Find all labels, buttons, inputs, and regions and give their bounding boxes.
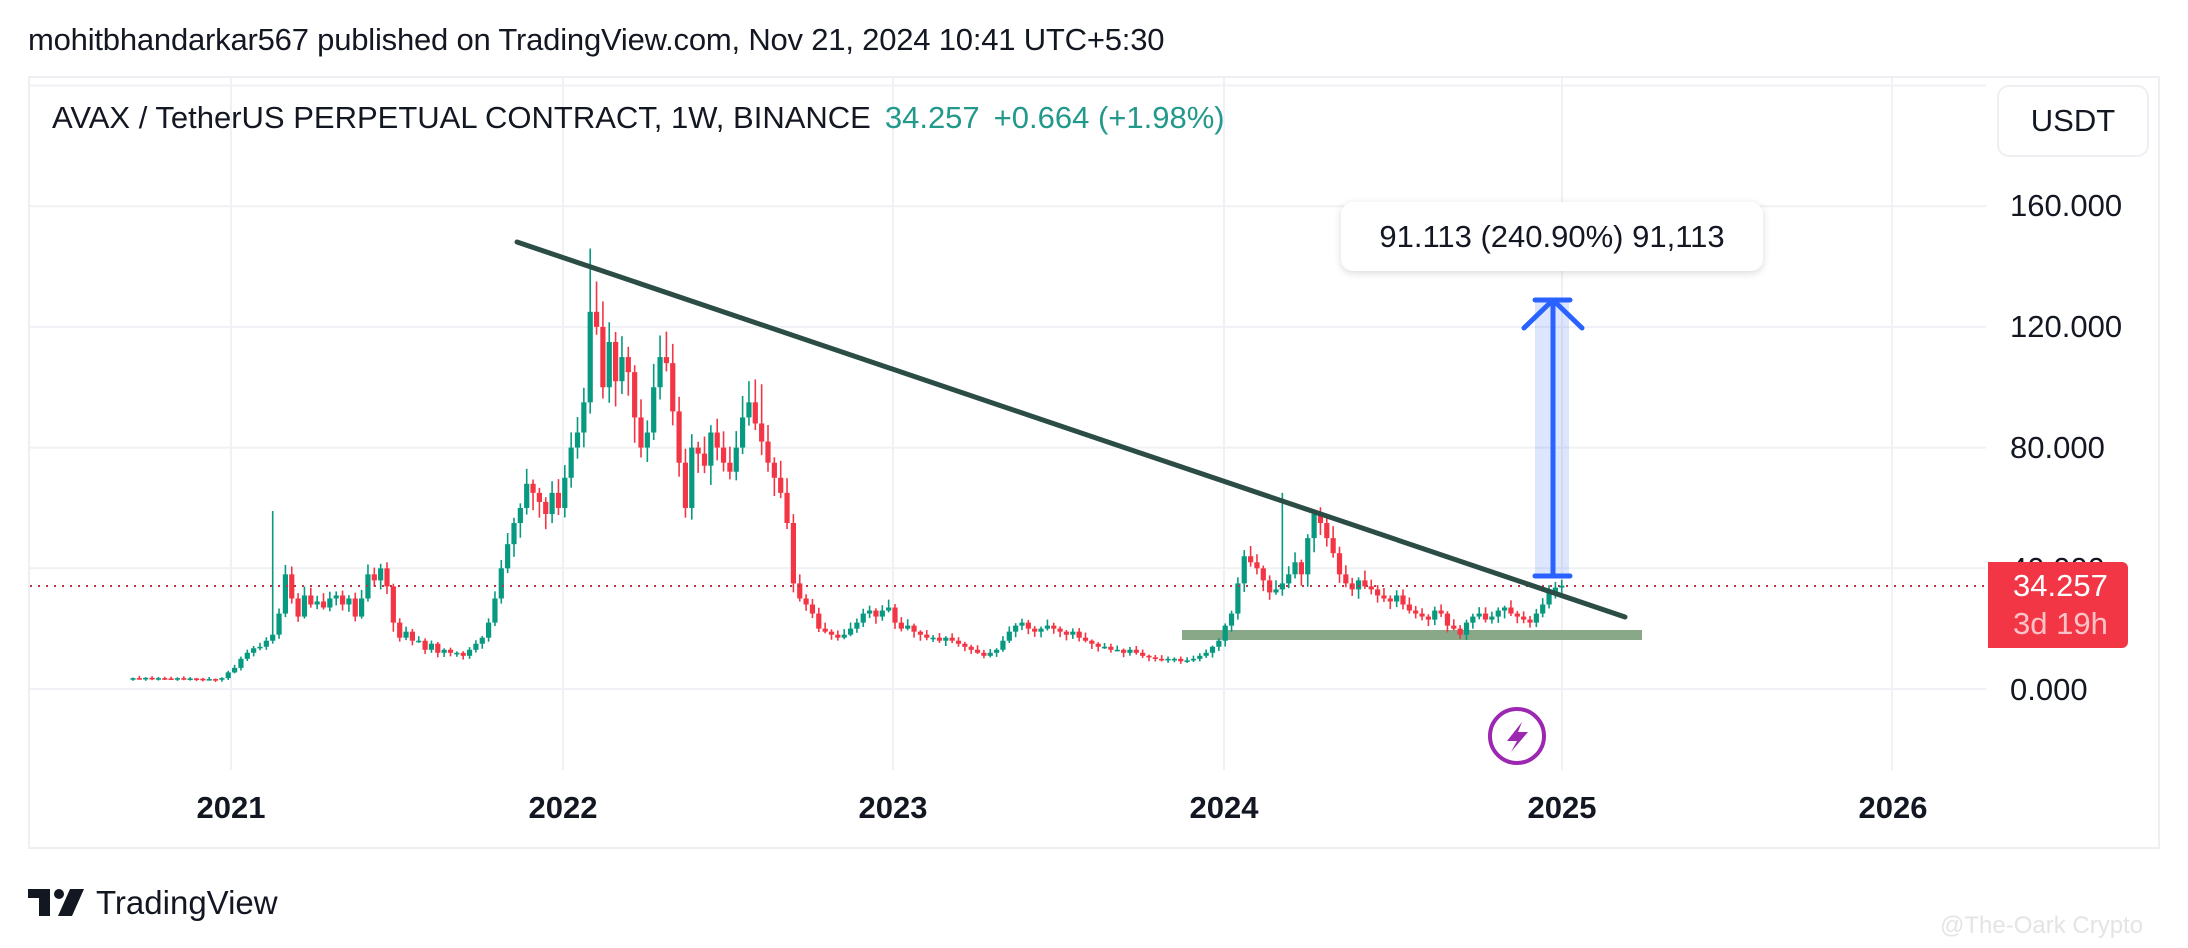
price-tick-80: 80.000	[2010, 430, 2105, 465]
tradingview-brand: TradingView	[96, 884, 278, 921]
tradingview-logo[interactable]: TradingView	[28, 884, 278, 922]
last-price-tag: 34.257 3d 19h	[1988, 562, 2128, 648]
watermark: @The-Oark Crypto	[1940, 912, 2144, 939]
alert-lightning-icon[interactable]	[1488, 707, 1546, 765]
year-label-2024: 2024	[1189, 790, 1259, 825]
price-range-measure[interactable]	[1521, 297, 1585, 579]
publish-info: mohitbhandarkar567 published on TradingV…	[28, 22, 1165, 57]
symbol-legend: AVAX / TetherUS PERPETUAL CONTRACT, 1W, …	[52, 100, 1225, 136]
gridlines	[30, 78, 1986, 770]
legend-price: 34.257	[884, 100, 980, 135]
legend-change: +0.664 (+1.98%)	[993, 100, 1225, 135]
symbol-title: AVAX / TetherUS PERPETUAL CONTRACT, 1W, …	[52, 100, 871, 135]
year-label-2023: 2023	[858, 790, 928, 825]
price-tick-160: 160.000	[2010, 188, 2123, 223]
tradingview-logo-icon	[28, 889, 84, 916]
measure-label: 91.113 (240.90%) 91,113	[1341, 202, 1763, 271]
price-tick-120: 120.000	[2010, 309, 2123, 344]
bar-countdown: 3d 19h	[2013, 606, 2108, 641]
candlestick-series	[130, 248, 1565, 682]
year-label-2022: 2022	[528, 790, 598, 825]
year-label-2025: 2025	[1527, 790, 1597, 825]
trendline[interactable]	[514, 239, 1628, 620]
chart-frame	[28, 76, 2160, 849]
price-tick-0: 0.000	[2010, 672, 2088, 707]
year-label-2026: 2026	[1858, 790, 1928, 825]
last-price-value: 34.257	[2013, 568, 2108, 603]
currency-button[interactable]: USDT	[1997, 85, 2149, 157]
year-label-2021: 2021	[196, 790, 266, 825]
support-zone[interactable]	[1182, 630, 1642, 640]
